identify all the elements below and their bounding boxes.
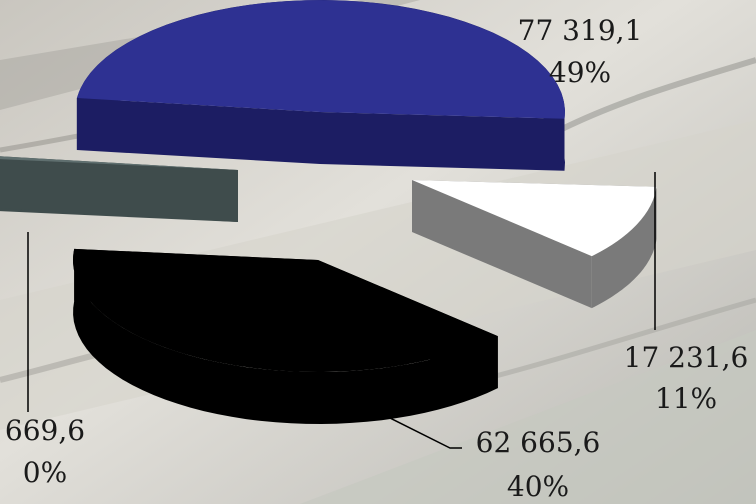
pie-slice-top-1	[76, 0, 565, 119]
data-label-percent-1: 49%	[549, 56, 611, 89]
pie-slice-top-2	[412, 180, 657, 257]
pie-slice-wall-1-1	[76, 98, 321, 164]
data-label-value-4: 669,6	[5, 414, 85, 447]
pie-slice-top-4	[0, 156, 238, 170]
data-label-percent-2: 11%	[655, 382, 717, 415]
pie-slice-wall-4-2	[0, 156, 238, 222]
pie-slice-3	[72, 248, 498, 424]
data-label-value-2: 17 231,6	[624, 341, 749, 374]
pie-slice-2	[412, 180, 657, 309]
pie-slice-wall-2-2	[412, 180, 592, 309]
pie-slice-side-2	[591, 186, 657, 309]
pie-slice-top-3	[72, 248, 498, 373]
data-label-percent-3: 40%	[507, 470, 569, 503]
data-label-value-3: 62 665,6	[476, 426, 601, 459]
leader-line-3	[289, 367, 462, 449]
data-label-percent-4: 0%	[23, 456, 67, 489]
pie-slice-side-3	[73, 248, 498, 424]
pie-slice-4	[0, 156, 238, 222]
pie-slice-wall-1-2	[320, 112, 565, 171]
data-label-value-1: 77 319,1	[518, 14, 643, 47]
pie-slice-1	[76, 0, 566, 171]
